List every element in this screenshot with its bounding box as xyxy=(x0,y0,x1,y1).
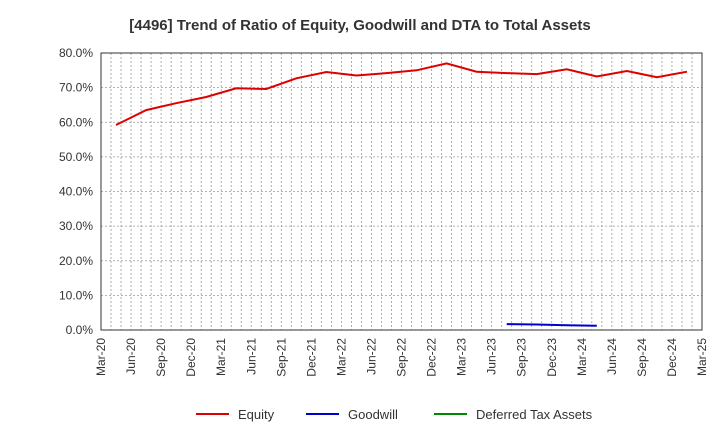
x-tick-label: Mar-25 xyxy=(695,338,709,376)
legend-label: Goodwill xyxy=(348,407,398,422)
x-tick-label: Jun-20 xyxy=(124,338,138,375)
x-tick-label: Dec-24 xyxy=(665,338,679,377)
x-tick-label: Jun-22 xyxy=(364,338,378,375)
x-axis-ticks: Mar-20 Jun-20 Sep-20 Dec-20 Mar-21 Jun-21 Sep-… xyxy=(94,338,709,377)
legend-label: Deferred Tax Assets xyxy=(476,407,593,422)
y-tick-label: 0.0% xyxy=(66,323,94,337)
x-tick-label: Mar-21 xyxy=(214,338,228,376)
y-tick-label: 40.0% xyxy=(59,185,93,199)
x-tick-label: Sep-21 xyxy=(274,338,288,377)
series-lines xyxy=(115,62,688,327)
chart-title: [4496] Trend of Ratio of Equity, Goodwil… xyxy=(129,17,590,34)
y-axis-ticks: 0.0% 10.0% 20.0% 30.0% 40.0% 50.0% 60.0% 70.0% 8… xyxy=(59,46,93,337)
x-tick-label: Sep-24 xyxy=(635,338,649,377)
y-tick-label: 80.0% xyxy=(59,46,93,60)
x-tick-label: Mar-22 xyxy=(334,338,348,376)
x-tick-label: Sep-22 xyxy=(395,338,409,377)
y-tick-label: 20.0% xyxy=(59,254,93,268)
plot-frame xyxy=(100,52,703,331)
legend-label: Equity xyxy=(238,407,275,422)
x-tick-label: Mar-23 xyxy=(455,338,469,376)
x-tick-label: Dec-22 xyxy=(425,338,439,377)
series-line-goodwill xyxy=(506,323,597,327)
x-tick-label: Jun-23 xyxy=(485,338,499,375)
y-tick-label: 70.0% xyxy=(59,81,93,95)
x-tick-label: Dec-21 xyxy=(304,338,318,377)
y-tick-label: 10.0% xyxy=(59,288,93,302)
x-tick-label: Jun-21 xyxy=(244,338,258,375)
legend: Equity Goodwill Deferred Tax Assets xyxy=(196,407,593,422)
x-tick-label: Jun-24 xyxy=(605,338,619,375)
series-line-equity xyxy=(115,62,688,126)
x-tick-label: Mar-20 xyxy=(94,338,108,376)
x-tick-label: Dec-23 xyxy=(545,338,559,377)
y-tick-label: 30.0% xyxy=(59,219,93,233)
y-tick-label: 50.0% xyxy=(59,150,93,164)
x-tick-label: Sep-20 xyxy=(154,338,168,377)
y-tick-label: 60.0% xyxy=(59,115,93,129)
x-tick-label: Dec-20 xyxy=(184,338,198,377)
grid-lines xyxy=(101,53,702,330)
x-tick-label: Sep-23 xyxy=(515,338,529,377)
x-tick-label: Mar-24 xyxy=(575,338,589,376)
